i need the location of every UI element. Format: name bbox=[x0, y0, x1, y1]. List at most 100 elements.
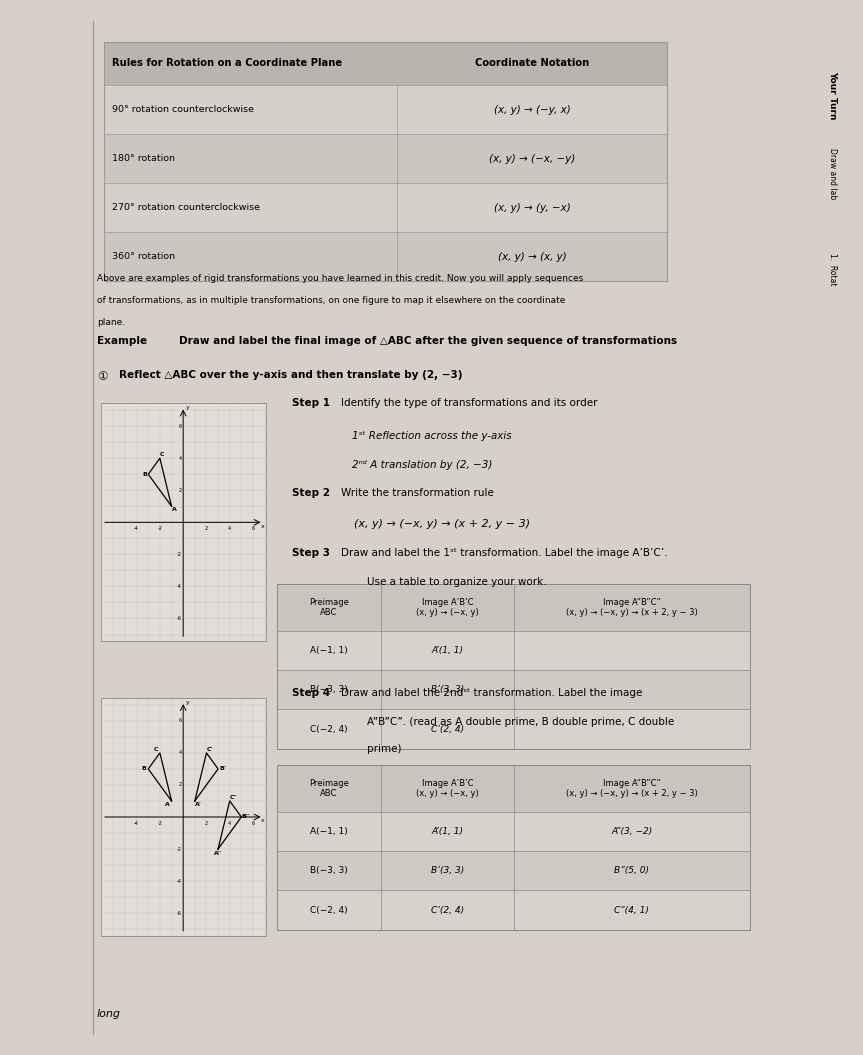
Text: 2: 2 bbox=[205, 821, 208, 826]
Text: 2: 2 bbox=[179, 783, 182, 787]
Text: -2: -2 bbox=[157, 526, 162, 532]
Text: Image A’B’C
(x, y) → (−x, y): Image A’B’C (x, y) → (−x, y) bbox=[416, 779, 479, 799]
Text: Preimage
ABC: Preimage ABC bbox=[309, 779, 349, 799]
FancyBboxPatch shape bbox=[104, 41, 667, 85]
Text: 2: 2 bbox=[179, 487, 182, 493]
Text: 6: 6 bbox=[251, 526, 255, 532]
Text: 360° rotation: 360° rotation bbox=[112, 252, 175, 262]
Text: Image A’B’C
(x, y) → (−x, y): Image A’B’C (x, y) → (−x, y) bbox=[416, 598, 479, 617]
Text: -2: -2 bbox=[157, 821, 162, 826]
Text: 1.  Rotat: 1. Rotat bbox=[828, 253, 837, 285]
Text: plane.: plane. bbox=[97, 318, 125, 327]
Text: prime): prime) bbox=[367, 744, 401, 753]
Text: B”(5, 0): B”(5, 0) bbox=[614, 866, 649, 876]
Text: B": B" bbox=[242, 814, 250, 820]
Text: A’(1, 1): A’(1, 1) bbox=[432, 827, 463, 836]
Text: Step 2: Step 2 bbox=[292, 488, 330, 498]
Text: C: C bbox=[154, 747, 159, 752]
Text: Image A”B”C”
(x, y) → (−x, y) → (x + 2, y − 3): Image A”B”C” (x, y) → (−x, y) → (x + 2, … bbox=[566, 598, 697, 617]
Text: Draw and label the 1ˢᵗ transformation. Label the image A’B’C’.: Draw and label the 1ˢᵗ transformation. L… bbox=[341, 549, 667, 558]
Text: -4: -4 bbox=[177, 879, 182, 884]
Text: Example: Example bbox=[97, 337, 147, 346]
FancyBboxPatch shape bbox=[277, 890, 750, 929]
FancyBboxPatch shape bbox=[277, 709, 750, 749]
Text: C(−2, 4): C(−2, 4) bbox=[310, 725, 348, 733]
Text: 6: 6 bbox=[179, 424, 182, 428]
Text: 1ˢᵗ Reflection across the y-axis: 1ˢᵗ Reflection across the y-axis bbox=[352, 431, 512, 441]
Text: -6: -6 bbox=[177, 910, 182, 916]
FancyBboxPatch shape bbox=[277, 631, 750, 670]
FancyBboxPatch shape bbox=[101, 403, 266, 641]
Text: Image A”B”C”
(x, y) → (−x, y) → (x + 2, y − 3): Image A”B”C” (x, y) → (−x, y) → (x + 2, … bbox=[566, 779, 697, 799]
Text: A: A bbox=[172, 507, 177, 513]
Text: Step 4: Step 4 bbox=[292, 688, 331, 697]
Text: A”B”C”. (read as A double prime, B double prime, C double: A”B”C”. (read as A double prime, B doubl… bbox=[367, 716, 674, 727]
Text: Use a table to organize your work.: Use a table to organize your work. bbox=[367, 577, 547, 588]
Text: 4: 4 bbox=[228, 526, 231, 532]
FancyBboxPatch shape bbox=[104, 184, 667, 232]
Text: long: long bbox=[97, 1009, 121, 1019]
Text: Above are examples of rigid transformations you have learned in this credit. Now: Above are examples of rigid transformati… bbox=[97, 274, 583, 283]
Text: Step 1: Step 1 bbox=[292, 399, 330, 408]
Text: 180° rotation: 180° rotation bbox=[112, 154, 175, 164]
Text: Draw and lab: Draw and lab bbox=[828, 149, 837, 199]
FancyBboxPatch shape bbox=[104, 134, 667, 184]
Text: 270° rotation counterclockwise: 270° rotation counterclockwise bbox=[112, 204, 260, 212]
Text: 4: 4 bbox=[179, 456, 182, 461]
Text: y: y bbox=[186, 405, 189, 410]
Text: Identify the type of transformations and its order: Identify the type of transformations and… bbox=[341, 399, 597, 408]
Text: A’(1, 1): A’(1, 1) bbox=[432, 646, 463, 655]
Text: 6: 6 bbox=[179, 718, 182, 724]
Text: B(−3, 3): B(−3, 3) bbox=[310, 686, 348, 694]
Text: 90° rotation counterclockwise: 90° rotation counterclockwise bbox=[112, 106, 254, 114]
Text: A(−1, 1): A(−1, 1) bbox=[310, 827, 348, 836]
Text: y: y bbox=[186, 701, 189, 705]
Text: Draw and label the final image of △ABC after the given sequence of transformatio: Draw and label the final image of △ABC a… bbox=[180, 337, 677, 346]
Text: (x, y) → (−y, x): (x, y) → (−y, x) bbox=[494, 104, 570, 115]
Text: (x, y) → (−x, y) → (x + 2, y − 3): (x, y) → (−x, y) → (x + 2, y − 3) bbox=[354, 519, 530, 530]
FancyBboxPatch shape bbox=[277, 851, 750, 890]
Text: -4: -4 bbox=[134, 526, 139, 532]
Text: A': A' bbox=[195, 802, 202, 807]
Text: -2: -2 bbox=[177, 552, 182, 557]
Text: C’(2, 4): C’(2, 4) bbox=[431, 905, 464, 915]
Text: x: x bbox=[261, 819, 265, 823]
Text: (x, y) → (−x, −y): (x, y) → (−x, −y) bbox=[489, 154, 576, 164]
Text: Your Turn: Your Turn bbox=[828, 71, 837, 119]
Text: A(−1, 1): A(−1, 1) bbox=[310, 646, 348, 655]
Text: A: A bbox=[166, 802, 170, 807]
FancyBboxPatch shape bbox=[101, 698, 266, 936]
FancyBboxPatch shape bbox=[277, 670, 750, 709]
Text: Reflect △ABC over the y-axis and then translate by (2, −3): Reflect △ABC over the y-axis and then tr… bbox=[119, 370, 463, 381]
Text: Write the transformation rule: Write the transformation rule bbox=[341, 488, 494, 498]
FancyBboxPatch shape bbox=[277, 765, 750, 812]
Text: B: B bbox=[142, 766, 146, 771]
FancyBboxPatch shape bbox=[277, 812, 750, 851]
Text: of transformations, as in multiple transformations, on one figure to map it else: of transformations, as in multiple trans… bbox=[97, 295, 565, 305]
FancyBboxPatch shape bbox=[104, 232, 667, 282]
Text: B’(3, 3): B’(3, 3) bbox=[431, 686, 464, 694]
Text: 4: 4 bbox=[179, 750, 182, 755]
Text: B(−3, 3): B(−3, 3) bbox=[310, 866, 348, 876]
Text: 2ⁿᵈ A translation by (2, −3): 2ⁿᵈ A translation by (2, −3) bbox=[352, 460, 493, 471]
Text: x: x bbox=[261, 523, 265, 529]
Text: B': B' bbox=[219, 766, 226, 771]
Text: ①: ① bbox=[97, 370, 107, 383]
Text: -2: -2 bbox=[177, 846, 182, 851]
Text: (x, y) → (y, −x): (x, y) → (y, −x) bbox=[494, 203, 570, 213]
Text: 2: 2 bbox=[205, 526, 208, 532]
Text: 4: 4 bbox=[228, 821, 231, 826]
Text: B: B bbox=[142, 472, 147, 477]
Text: -6: -6 bbox=[177, 616, 182, 621]
Text: C’(2, 4): C’(2, 4) bbox=[431, 725, 464, 733]
Text: C: C bbox=[160, 452, 164, 457]
Text: (x, y) → (x, y): (x, y) → (x, y) bbox=[498, 252, 567, 262]
Text: Rules for Rotation on a Coordinate Plane: Rules for Rotation on a Coordinate Plane bbox=[112, 58, 342, 69]
Text: A": A" bbox=[214, 851, 222, 857]
Text: -4: -4 bbox=[177, 583, 182, 589]
Text: Preimage
ABC: Preimage ABC bbox=[309, 598, 349, 617]
Text: C(−2, 4): C(−2, 4) bbox=[310, 905, 348, 915]
Text: 6: 6 bbox=[251, 821, 255, 826]
Text: C”(4, 1): C”(4, 1) bbox=[614, 905, 649, 915]
Text: C': C' bbox=[207, 747, 213, 752]
